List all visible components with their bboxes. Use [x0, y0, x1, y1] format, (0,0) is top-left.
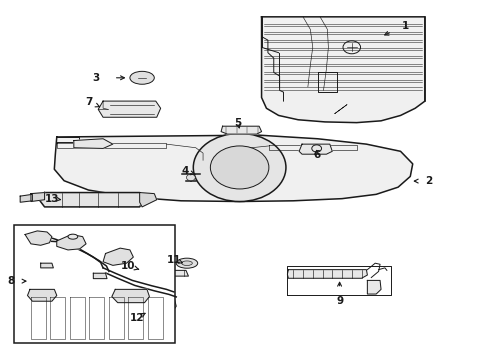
Polygon shape	[103, 248, 133, 265]
Polygon shape	[366, 280, 380, 294]
Polygon shape	[299, 144, 331, 154]
Text: 7: 7	[84, 97, 92, 107]
Polygon shape	[40, 193, 144, 207]
Polygon shape	[41, 263, 53, 268]
Text: 9: 9	[335, 296, 343, 306]
Ellipse shape	[176, 258, 197, 268]
Text: 6: 6	[312, 150, 320, 160]
Bar	[14, 225, 175, 343]
Text: 3: 3	[92, 73, 99, 83]
Text: 2: 2	[425, 176, 431, 186]
Polygon shape	[54, 135, 412, 202]
Ellipse shape	[181, 261, 192, 265]
Text: 5: 5	[234, 118, 241, 128]
Polygon shape	[98, 101, 160, 117]
Text: 11: 11	[166, 255, 181, 265]
Polygon shape	[31, 193, 44, 202]
Polygon shape	[287, 270, 366, 278]
Polygon shape	[93, 273, 107, 279]
Polygon shape	[136, 270, 188, 276]
Circle shape	[186, 174, 195, 181]
Ellipse shape	[68, 234, 78, 239]
Circle shape	[210, 146, 268, 189]
Text: 1: 1	[401, 21, 408, 31]
Polygon shape	[27, 289, 57, 301]
Polygon shape	[131, 297, 176, 314]
Polygon shape	[261, 17, 424, 123]
Polygon shape	[74, 139, 113, 148]
Polygon shape	[140, 193, 157, 207]
Polygon shape	[20, 194, 32, 202]
Polygon shape	[25, 231, 52, 245]
Circle shape	[193, 134, 285, 202]
Text: 10: 10	[121, 261, 136, 271]
Text: 8: 8	[8, 276, 15, 286]
Ellipse shape	[130, 71, 154, 84]
Text: 12: 12	[130, 313, 144, 323]
Polygon shape	[57, 234, 86, 250]
Polygon shape	[112, 289, 149, 303]
Text: 13: 13	[44, 194, 59, 204]
Text: 4: 4	[181, 166, 188, 176]
Polygon shape	[221, 126, 261, 134]
